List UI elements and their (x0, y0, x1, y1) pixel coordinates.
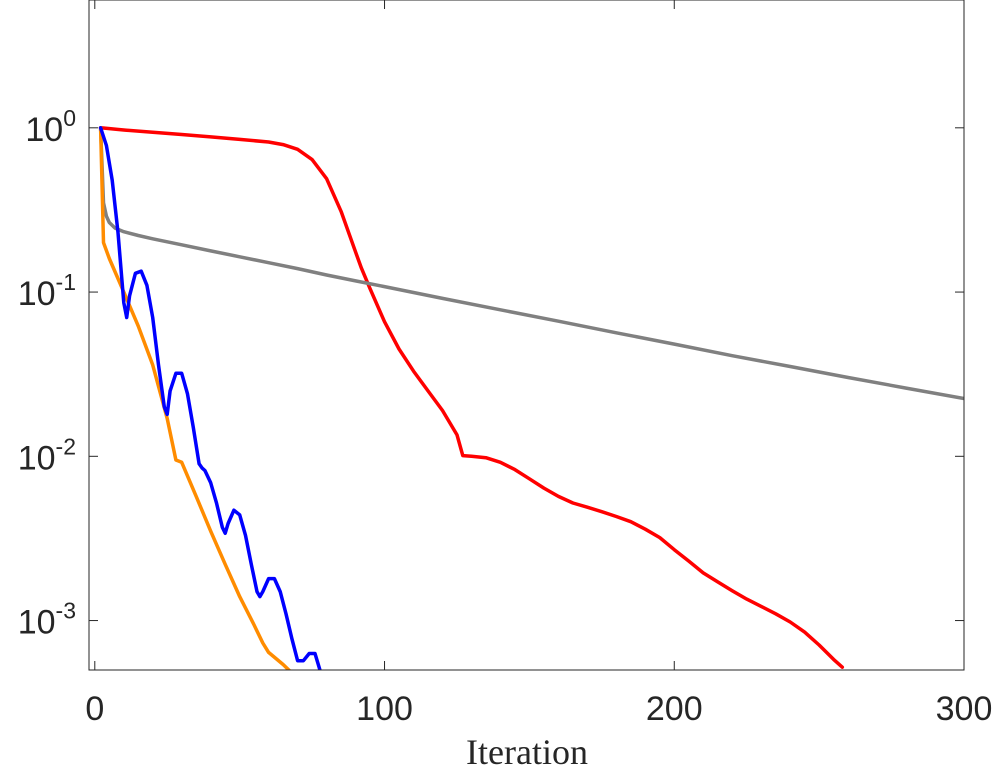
series-line-1 (98, 126, 845, 669)
plot-background (89, 0, 964, 670)
y-tick-label: 10-2 (18, 433, 76, 477)
tick-layer: 0 100 200 300 100 10-1 10-2 10-3 (18, 0, 993, 728)
x-tick-label: 300 (936, 690, 993, 728)
plot-frame (88, 0, 965, 671)
x-tick-label: 200 (646, 690, 703, 728)
y-tick-label: 10-3 (18, 598, 76, 642)
x-axis-label: Iteration (466, 732, 588, 771)
series-layer (98, 126, 964, 670)
x-tick-label: 100 (356, 690, 413, 728)
x-tick-label: 0 (85, 690, 104, 728)
y-tick-label: 100 (25, 105, 76, 149)
y-tick-label: 10-1 (18, 269, 76, 313)
series-line-4 (98, 126, 322, 670)
